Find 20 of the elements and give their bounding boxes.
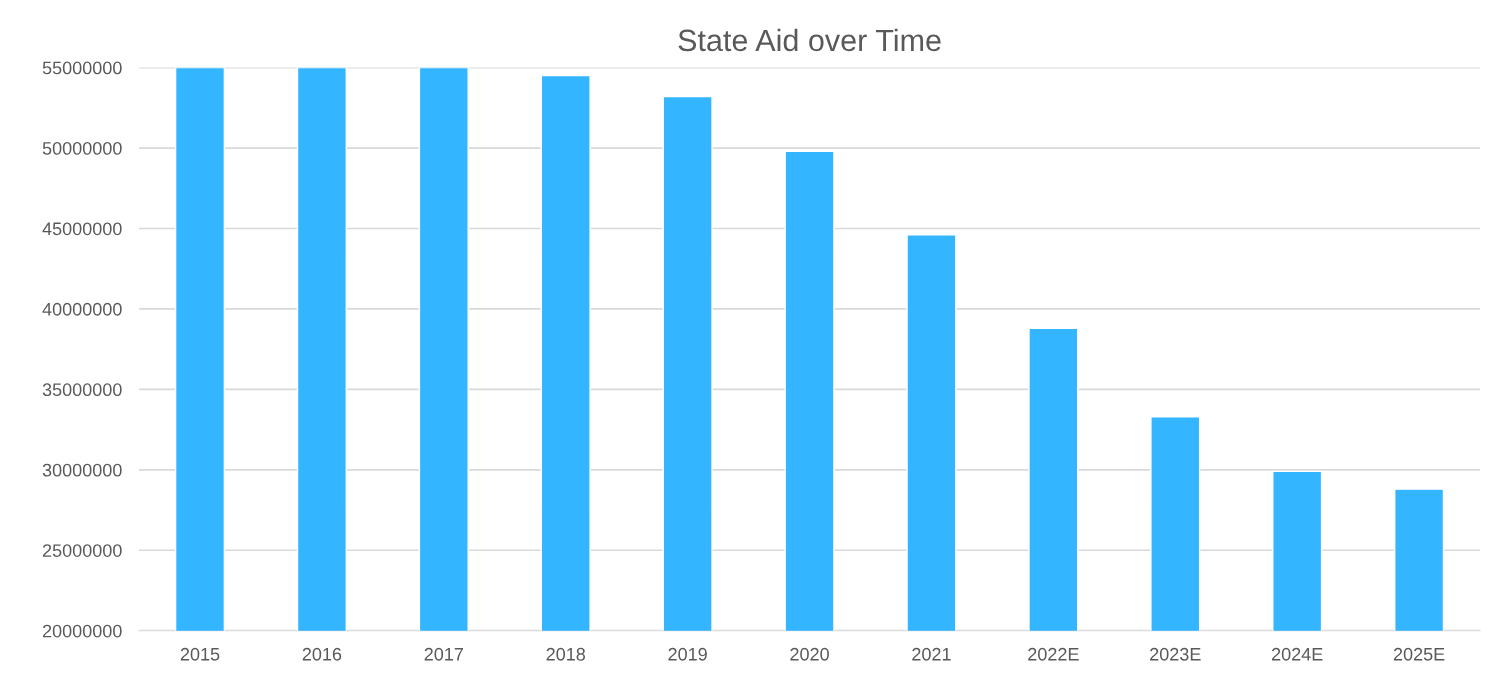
x-tick-label: 2023E — [1150, 647, 1201, 661]
x-tick-label: 2015 — [180, 647, 220, 661]
y-tick-label: 45000000 — [42, 222, 122, 236]
y-tick-label: 25000000 — [42, 544, 122, 557]
chart-title: State Aid over Time — [678, 28, 941, 52]
x-tick-label: 2022E — [1028, 647, 1079, 661]
x-tick-label: 2024E — [1271, 647, 1323, 661]
y-tick-label: 55000000 — [42, 61, 122, 75]
y-tick-label: 30000000 — [42, 463, 122, 477]
x-tick-label: 2020 — [790, 647, 829, 661]
x-tick-label: 2017 — [424, 647, 463, 661]
y-tick-label: 20000000 — [42, 624, 122, 638]
y-tick-label: 40000000 — [42, 302, 122, 316]
x-tick-label: 2016 — [302, 647, 342, 661]
x-tick-label: 2021 — [912, 647, 951, 661]
x-tick-label: 2025E — [1393, 647, 1445, 661]
x-tick-label: 2019 — [668, 647, 707, 661]
y-tick-label: 50000000 — [42, 141, 122, 155]
x-tick-label: 2018 — [546, 647, 586, 661]
y-tick-label: 35000000 — [42, 383, 122, 397]
